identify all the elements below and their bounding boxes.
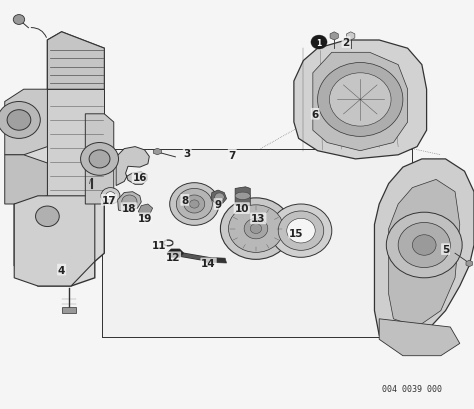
Circle shape: [176, 189, 212, 220]
Text: 4: 4: [58, 265, 65, 275]
Text: 19: 19: [137, 214, 152, 224]
Polygon shape: [14, 33, 104, 286]
Text: 15: 15: [289, 228, 303, 238]
Polygon shape: [116, 147, 149, 186]
Text: 004 0039 000: 004 0039 000: [383, 384, 442, 393]
Circle shape: [0, 102, 40, 139]
Text: 11: 11: [152, 240, 166, 250]
Text: 9: 9: [214, 200, 222, 209]
Polygon shape: [153, 149, 162, 155]
Circle shape: [398, 223, 450, 268]
Circle shape: [250, 224, 262, 234]
Text: 6: 6: [311, 110, 319, 119]
Circle shape: [106, 192, 115, 200]
Circle shape: [36, 207, 59, 227]
Circle shape: [13, 16, 25, 25]
Polygon shape: [374, 160, 474, 344]
Polygon shape: [294, 41, 427, 160]
Circle shape: [278, 211, 324, 251]
Circle shape: [287, 219, 315, 243]
Polygon shape: [138, 204, 153, 218]
Text: 3: 3: [183, 148, 191, 158]
Polygon shape: [47, 33, 104, 90]
Polygon shape: [102, 149, 412, 337]
Polygon shape: [167, 249, 184, 258]
Circle shape: [215, 193, 224, 202]
Text: 14: 14: [201, 259, 216, 269]
Text: 13: 13: [251, 214, 265, 224]
Circle shape: [170, 183, 219, 226]
Polygon shape: [5, 155, 47, 204]
Circle shape: [89, 151, 110, 169]
Polygon shape: [466, 261, 473, 267]
Text: 17: 17: [102, 196, 116, 205]
Polygon shape: [379, 319, 460, 356]
Text: 5: 5: [442, 245, 449, 254]
Circle shape: [101, 188, 120, 204]
Text: 12: 12: [166, 253, 180, 263]
Polygon shape: [5, 90, 47, 155]
Circle shape: [184, 196, 205, 213]
Circle shape: [244, 219, 268, 239]
Circle shape: [122, 196, 137, 209]
Text: 1: 1: [316, 38, 322, 47]
Polygon shape: [330, 33, 338, 41]
Circle shape: [228, 205, 283, 253]
Circle shape: [311, 36, 327, 50]
Circle shape: [412, 235, 436, 256]
Text: 18: 18: [122, 204, 136, 213]
Text: 7: 7: [228, 151, 236, 160]
Circle shape: [190, 200, 199, 209]
Text: 2: 2: [342, 38, 350, 48]
Polygon shape: [389, 180, 460, 327]
Circle shape: [270, 204, 332, 258]
Circle shape: [318, 63, 403, 137]
Circle shape: [220, 198, 292, 260]
Text: 10: 10: [235, 204, 249, 213]
Circle shape: [7, 110, 31, 131]
Polygon shape: [14, 196, 95, 286]
Text: 16: 16: [133, 173, 147, 183]
Polygon shape: [118, 192, 141, 211]
Polygon shape: [235, 187, 250, 207]
Text: I: I: [89, 179, 91, 185]
Ellipse shape: [235, 193, 250, 200]
Polygon shape: [313, 53, 408, 151]
Polygon shape: [204, 258, 227, 263]
Polygon shape: [47, 90, 104, 196]
Bar: [62, 307, 76, 313]
Polygon shape: [346, 33, 355, 41]
Text: 8: 8: [181, 196, 189, 205]
Polygon shape: [211, 191, 227, 204]
Circle shape: [329, 74, 391, 127]
Circle shape: [386, 213, 462, 278]
Polygon shape: [85, 115, 114, 204]
Circle shape: [81, 143, 118, 176]
